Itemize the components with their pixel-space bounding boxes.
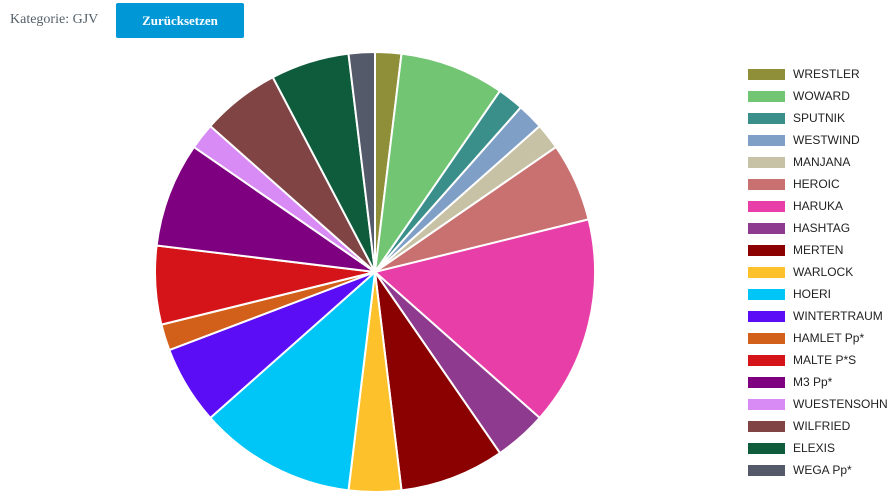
legend-label: SPUTNIK	[793, 111, 845, 125]
legend-swatch	[748, 377, 785, 388]
legend-swatch	[748, 113, 785, 124]
legend-label: HASHTAG	[793, 221, 850, 235]
legend-swatch	[748, 333, 785, 344]
legend-swatch	[748, 399, 785, 410]
legend-label: WOWARD	[793, 89, 850, 103]
legend-swatch	[748, 465, 785, 476]
pie-slice	[374, 52, 502, 273]
pie-slice	[208, 269, 377, 492]
pie-slice	[372, 218, 596, 420]
legend-swatch	[748, 267, 785, 278]
legend-label: HAMLET Pp*	[793, 331, 864, 345]
legend-label: WEGA Pp*	[793, 463, 852, 477]
legend-label: HARUKA	[793, 199, 843, 213]
legend-swatch	[748, 179, 785, 190]
legend-swatch	[748, 157, 785, 168]
legend-label: HOERI	[793, 287, 831, 301]
legend-swatch	[748, 443, 785, 454]
reset-button[interactable]: Zurücksetzen	[116, 3, 244, 38]
filter-label: Kategorie: GJV	[10, 12, 99, 27]
legend-label: ELEXIS	[793, 441, 835, 455]
legend-swatch	[748, 91, 785, 102]
pie-slice	[155, 145, 376, 273]
legend-swatch	[748, 421, 785, 432]
legend-swatch	[748, 223, 785, 234]
legend-label: HEROIC	[793, 177, 840, 191]
legend-swatch	[748, 135, 785, 146]
legend-swatch	[748, 311, 785, 322]
legend-label: WARLOCK	[793, 265, 853, 279]
legend-label: M3 Pp*	[793, 375, 833, 389]
legend-label: WRESTLER	[793, 67, 860, 81]
legend-swatch	[748, 69, 785, 80]
legend-swatch	[748, 289, 785, 300]
legend-label: MANJANA	[793, 155, 850, 169]
pie-slice	[374, 271, 502, 492]
legend-label: MERTEN	[793, 243, 843, 257]
legend-swatch	[748, 245, 785, 256]
legend-label: MALTE P*S	[793, 353, 856, 367]
legend-label: WUESTENSOHN	[793, 397, 888, 411]
legend-swatch	[748, 355, 785, 366]
legend-label: WILFRIED	[793, 419, 851, 433]
legend-label: WESTWIND	[793, 133, 860, 147]
legend-swatch	[748, 201, 785, 212]
pie-slice	[347, 50, 376, 273]
legend-label: WINTERTRAUM	[793, 309, 883, 323]
